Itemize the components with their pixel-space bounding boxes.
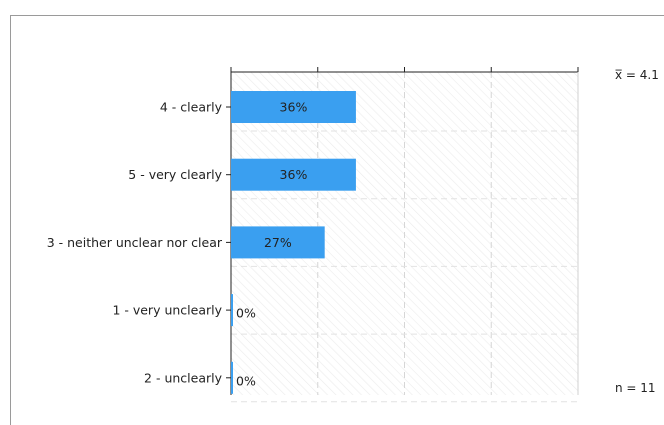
value-label: 36% [280,100,308,115]
bar [231,91,356,123]
value-label: 0% [236,306,256,321]
bar [231,294,233,327]
category-label: 2 - unclearly [144,370,223,385]
category-label: 5 - very clearly [128,167,222,182]
labels: 4 - clearly 36% 5 - very clearly 36% 3 - nei… [47,100,308,389]
mean-label: x̅ = 4.1 [615,68,659,82]
value-label: 27% [264,235,292,250]
category-label: 4 - clearly [160,100,223,115]
grid-lines [231,72,578,403]
bar [231,226,325,259]
value-label: 36% [280,167,308,182]
category-label: 3 - neither unclear nor clear [47,235,223,250]
sample-size-label: n = 11 [615,381,656,395]
bar [231,361,233,394]
category-label: 1 - very unclearly [112,303,222,318]
bars [231,91,356,394]
bar [231,158,356,191]
value-label: 0% [236,373,256,388]
